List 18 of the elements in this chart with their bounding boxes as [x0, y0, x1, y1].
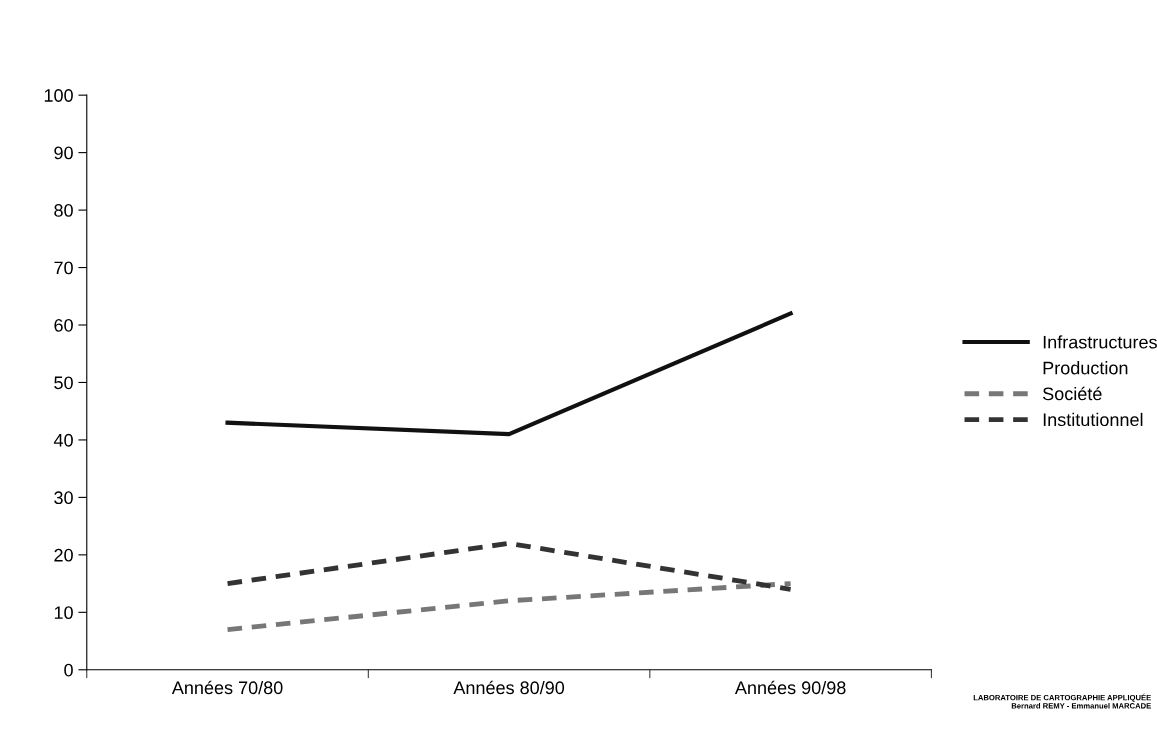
- y-tick-label: 30: [54, 491, 73, 505]
- legend-label: Institutionnel: [1043, 412, 1143, 427]
- x-tick-label: Années 80/90: [453, 680, 565, 695]
- y-tick-label: 50: [54, 376, 73, 390]
- y-tick-label: 90: [54, 146, 73, 160]
- text: Production: [1043, 361, 1128, 375]
- x-tick-label: Années 70/80: [171, 680, 283, 695]
- legend-label: Société: [1042, 386, 1102, 401]
- x-tick-label: Années 90/98: [734, 680, 846, 695]
- y-tick-label: 10: [54, 606, 73, 620]
- y-tick-label: 60: [54, 318, 73, 332]
- y-tick-label: 100: [44, 89, 73, 102]
- y-tick-label: 40: [53, 433, 73, 447]
- y-tick-label: 70: [54, 261, 73, 275]
- y-tick-label: 80: [54, 204, 73, 217]
- y-tick-label: 20: [54, 548, 73, 562]
- y-tick-label: 0: [64, 663, 73, 677]
- legend-label: Infrastructures: [1043, 335, 1157, 349]
